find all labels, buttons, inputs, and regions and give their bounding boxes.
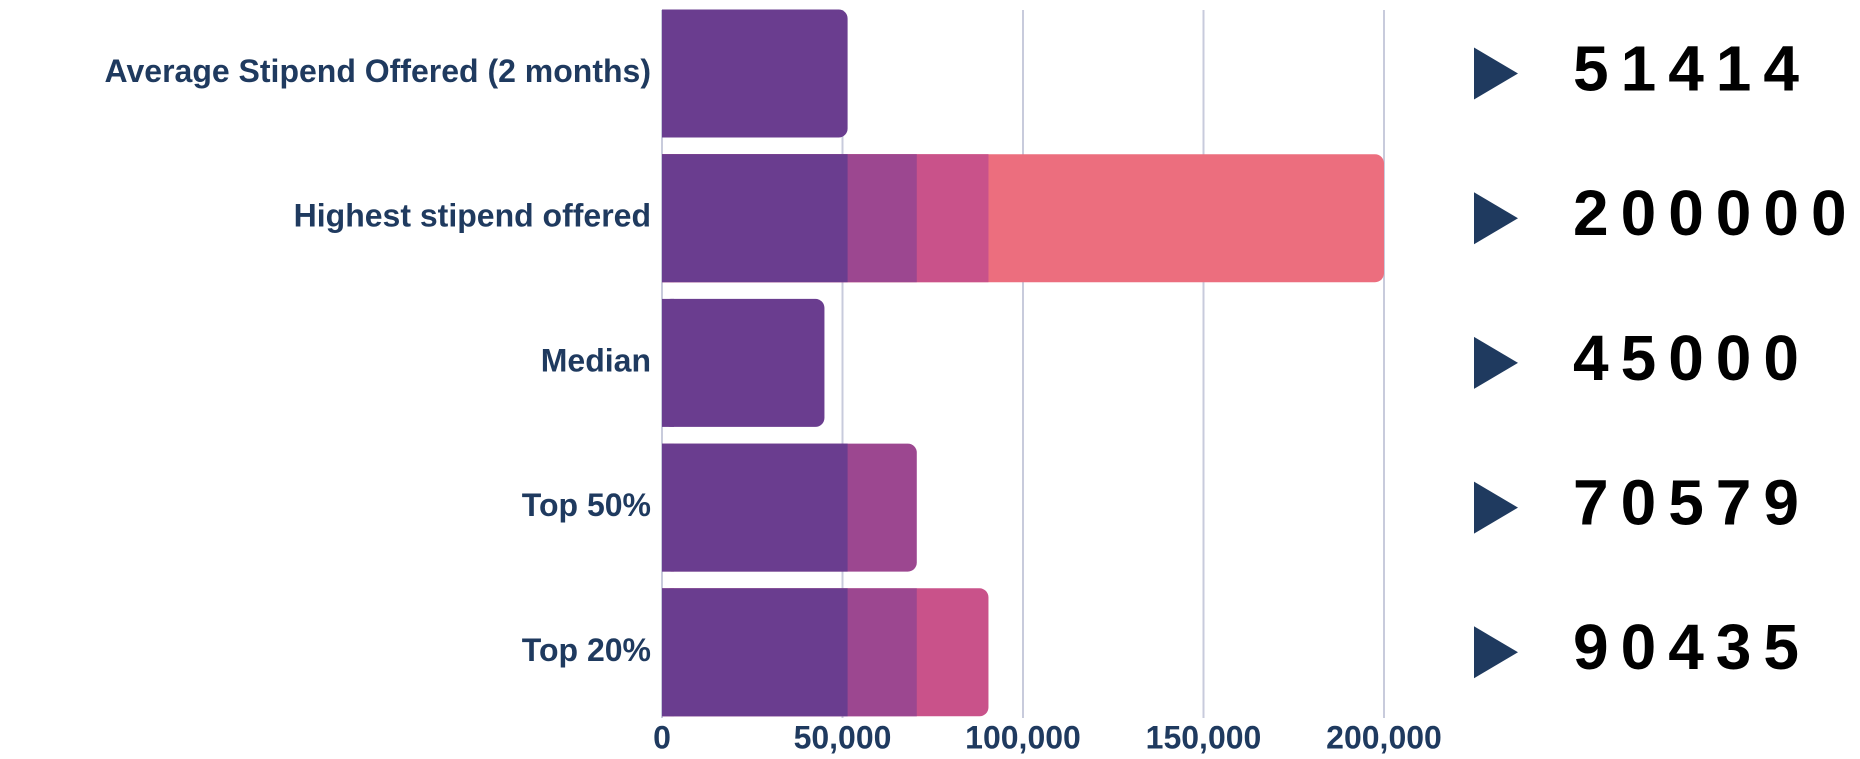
marker-triangle (1474, 626, 1518, 679)
value-label: 70579 (1573, 467, 1811, 539)
bar-band (662, 154, 848, 283)
marker-triangle (1474, 481, 1518, 534)
value-label: 45000 (1573, 322, 1811, 394)
y-tick-label: Median (541, 342, 651, 378)
value-label: 51414 (1573, 32, 1811, 104)
y-tick-label: Top 50% (522, 487, 651, 523)
bar-band (662, 443, 848, 572)
value-label: 200000 (1573, 177, 1859, 249)
x-tick-label: 200,000 (1326, 719, 1442, 755)
bar-corner-fill (662, 298, 674, 427)
y-tick-label: Highest stipend offered (294, 198, 651, 234)
y-tick-label: Average Stipend Offered (2 months) (105, 53, 651, 89)
marker-triangle (1474, 336, 1518, 389)
y-tick-label: Top 20% (522, 632, 651, 668)
value-label: 90435 (1573, 611, 1811, 683)
x-tick-label: 0 (653, 719, 671, 755)
bar-corner-fill (662, 9, 674, 138)
bar (662, 9, 848, 138)
x-tick-label: 50,000 (794, 719, 892, 755)
x-tick-label: 100,000 (965, 719, 1081, 755)
bar (662, 298, 825, 427)
marker-triangle (1474, 192, 1518, 245)
bar-band (662, 588, 848, 717)
x-tick-label: 150,000 (1146, 719, 1262, 755)
marker-triangle (1474, 47, 1518, 100)
